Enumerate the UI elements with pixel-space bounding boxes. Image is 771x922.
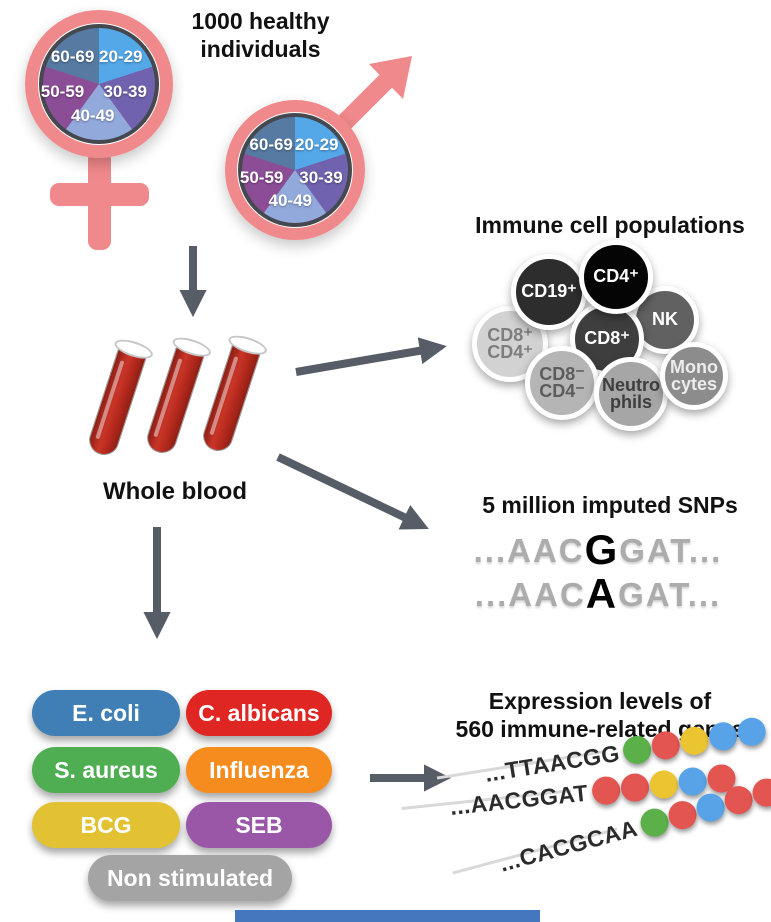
male-arrow-head [369, 56, 412, 99]
snp-sequence-2: ...AACAGAT... [474, 570, 722, 617]
expression-dot [621, 733, 654, 766]
stimulus-pill-saureus: S. aureus [32, 747, 180, 793]
age-slice-label: 30-39 [299, 167, 343, 187]
expression-dot [619, 772, 651, 803]
age-slice-label: 50-59 [239, 167, 284, 187]
age-slice-label: 20-29 [295, 135, 339, 155]
snps-title: 5 million imputed SNPs [482, 492, 738, 518]
cell-circle-cd4: CD4⁺ [579, 240, 653, 314]
male-age-pie-chart: 20-29 30-39 40-49 50-59 60-69 [238, 113, 352, 227]
age-slice-label: 50-59 [40, 81, 85, 101]
age-slice-label: 20-29 [99, 47, 143, 67]
snp-sequences: ...AACGGAT... ...AACAGAT... [425, 526, 771, 617]
stimulus-pill-seb: SEB [186, 802, 332, 848]
expression-dot [590, 775, 622, 807]
stimulus-pill-influenza: Influenza [186, 747, 332, 793]
cell-circle-neutrophils: Neutro phils [594, 357, 668, 431]
cell-circle-monocytes: Mono cytes [660, 342, 728, 410]
arrow-blood-to-cells [295, 337, 447, 376]
age-slice-label: 40-49 [268, 191, 312, 211]
expression-dot [648, 769, 679, 800]
stimulus-pill-bcg: BCG [32, 802, 180, 848]
cell-circle-cd8n-cd4n: CD8⁻ CD4⁻ [525, 346, 599, 420]
female-age-pie-chart: 20-29 30-39 40-49 50-59 60-69 [39, 24, 159, 144]
age-slice-label: 60-69 [249, 135, 293, 155]
stimulus-pill-calbicans: C. albicans [186, 690, 332, 736]
expression-dot [649, 729, 682, 762]
snp-sequence-1: ...AACGGAT... [473, 526, 723, 573]
expression-dot [749, 775, 771, 810]
snp-variant-allele: A [585, 570, 619, 617]
female-symbol-crossbar [50, 183, 149, 206]
expression-dot [678, 724, 711, 757]
whole-blood-label: Whole blood [103, 478, 247, 505]
immune-cells-title: Immune cell populations [475, 212, 745, 238]
age-slice-label: 60-69 [50, 47, 95, 67]
snp-variant-allele: G [584, 526, 620, 573]
male-arrow-shaft [331, 70, 397, 136]
age-slice-label: 30-39 [103, 81, 147, 101]
expression-dot [707, 720, 740, 753]
figure-title: 1000 healthy individuals [191, 8, 330, 62]
expression-dot [677, 766, 708, 797]
stimulus-pill-nonstimulated: Non stimulated [88, 855, 292, 901]
stimulus-pill-ecoli: E. coli [32, 690, 180, 736]
age-slice-label: 40-49 [71, 106, 115, 126]
arrow-blood-to-snps [276, 453, 429, 530]
expression-dot [735, 715, 768, 748]
bottom-cropped-bar [235, 910, 540, 922]
